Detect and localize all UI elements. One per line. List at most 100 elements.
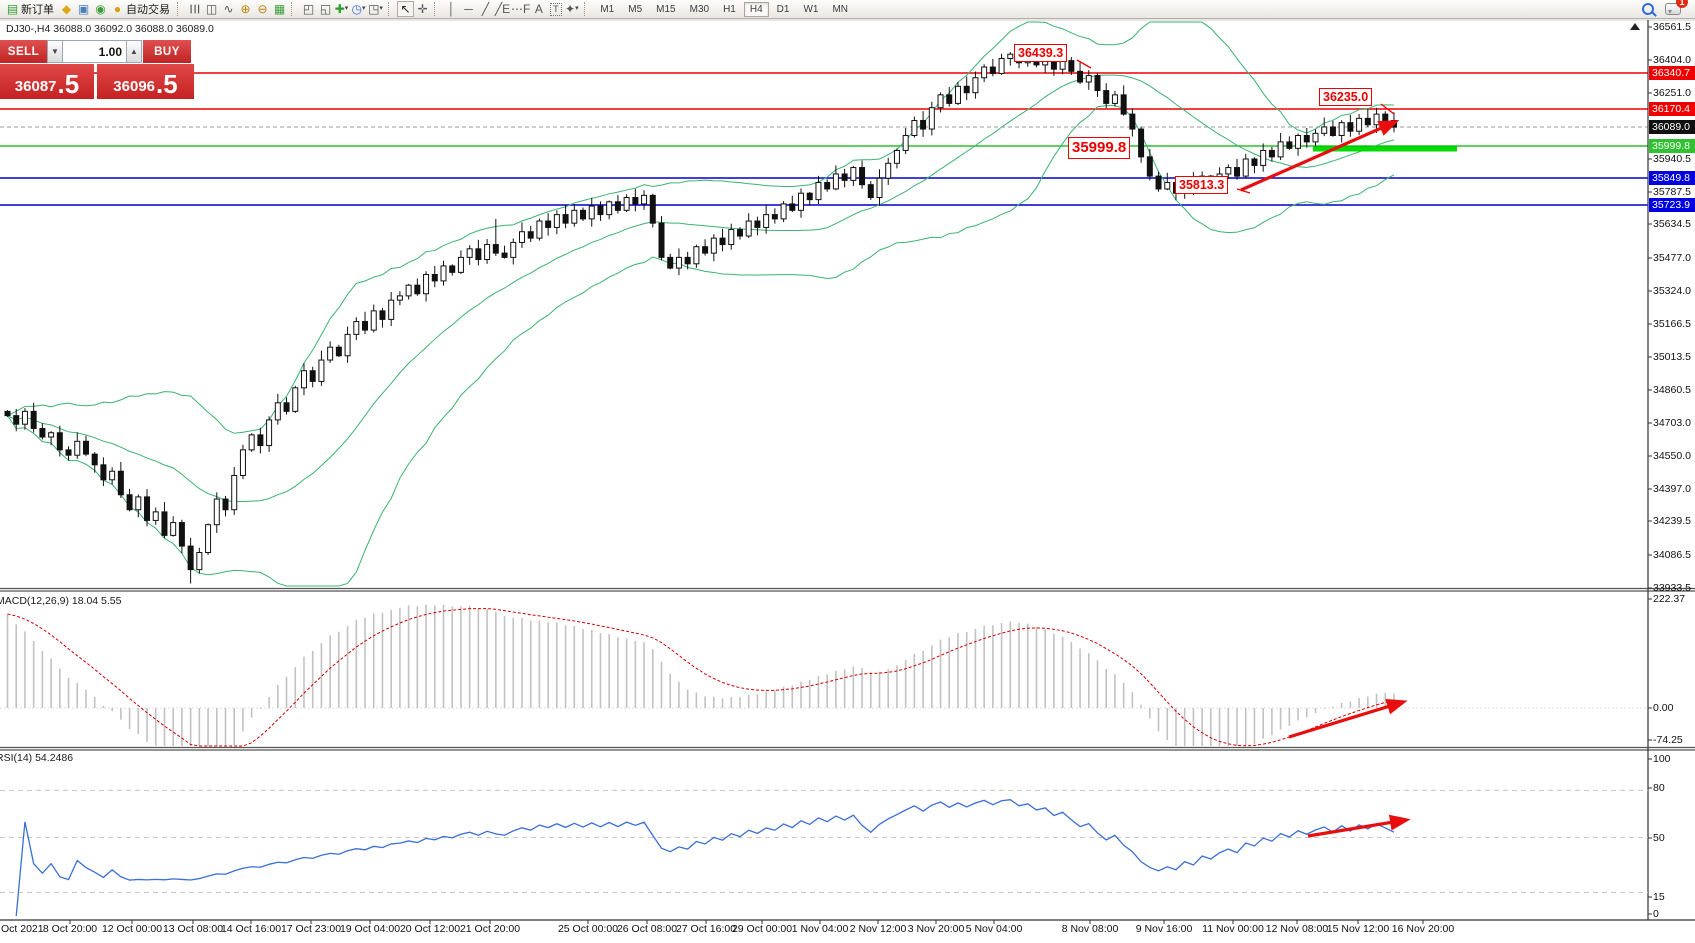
- horizontal-level-lines[interactable]: [0, 72, 1648, 206]
- time-tick: 20 Oct 12:00: [399, 923, 461, 935]
- chart-line-icon[interactable]: ∿: [223, 2, 234, 16]
- timeframe-button-m15[interactable]: M15: [656, 3, 676, 15]
- macd-histogram: [6, 604, 1395, 746]
- price-callout-label[interactable]: 35999.8: [1068, 137, 1131, 159]
- trend-arrows[interactable]: [1076, 59, 1411, 838]
- price-tick: 36251.0: [1653, 87, 1691, 99]
- time-tick: 8 Nov 08:00: [1061, 923, 1119, 935]
- crosshair-icon[interactable]: ✛: [417, 2, 428, 16]
- volume-decrease-button[interactable]: ▼: [47, 40, 63, 63]
- price-level-badge: 35849.8: [1649, 171, 1695, 185]
- signals-icon[interactable]: ◉: [95, 2, 106, 16]
- new-order-icon[interactable]: ▤: [6, 2, 19, 16]
- buy-price[interactable]: 36096 .5: [97, 64, 194, 99]
- indicator-window-icon[interactable]: ◰: [302, 2, 315, 16]
- cursor-icon[interactable]: ↖: [397, 1, 414, 17]
- period-clock-icon[interactable]: ◷ ▾: [351, 2, 366, 16]
- new-order-label[interactable]: 新订单: [21, 4, 54, 16]
- trendline-icon[interactable]: ╱: [481, 2, 490, 16]
- toolbar-separator[interactable]: [291, 2, 297, 16]
- autotrading-icon[interactable]: ●: [113, 2, 122, 16]
- time-tick: 12 Oct 00:00: [101, 923, 163, 935]
- toolbar-separator[interactable]: [388, 2, 394, 16]
- chart-bars-icon[interactable]: ☰: [187, 3, 202, 15]
- horizontal-line-icon[interactable]: ─: [464, 2, 473, 16]
- time-tick: 14 Oct 16:00: [220, 923, 282, 935]
- timeframe-button-d1[interactable]: D1: [776, 3, 790, 15]
- buy-price-pip: .5: [156, 69, 178, 99]
- objects-window-icon[interactable]: ◱: [319, 2, 332, 16]
- zoom-out-icon[interactable]: ⊖: [257, 2, 268, 16]
- indicator-scale-tick: -74.25: [1653, 734, 1683, 746]
- indicator-scale-tick: 100: [1653, 753, 1671, 765]
- price-callout-label[interactable]: 36235.0: [1319, 88, 1373, 107]
- price-level-badge: 36170.4: [1649, 102, 1695, 116]
- price-tick: 34086.5: [1653, 549, 1691, 561]
- terminal-icon[interactable]: ▣: [77, 2, 90, 16]
- chart-candles-icon[interactable]: ◫: [205, 2, 218, 16]
- price-callout-label[interactable]: 35813.3: [1175, 176, 1229, 195]
- toolbar-separator[interactable]: [177, 2, 183, 16]
- main-toolbar: ▤ 新订单 ◆ ▣ ◉ ● 自动交易 ☰ ◫ ∿ ⊕ ⊖ ▦ ◰ ◱ ✚ ▾ ◷ ▾ ◳ ▾ ↖ ✛ │ ─ ╱ ╱E ⋯F A T ✦ ▾ …: [0, 0, 1695, 19]
- template-icon[interactable]: ◳ ▾: [368, 2, 383, 16]
- vertical-line-icon[interactable]: │: [447, 2, 456, 16]
- panel-separators-and-axes[interactable]: [0, 19, 1695, 924]
- price-tick: 34550.0: [1653, 450, 1691, 462]
- timeframe-button-mn[interactable]: MN: [832, 3, 849, 15]
- toolbar-separator[interactable]: [434, 2, 440, 16]
- rsi-line: [15, 799, 1395, 917]
- volume-input[interactable]: 1.00: [63, 40, 126, 63]
- indicator-scale-tick: 0.00: [1653, 702, 1674, 714]
- indicator-scale-tick: 0: [1653, 908, 1659, 920]
- one-click-trading-widget: SELL ▼ 1.00 ▲ BUY 36087 .5 36096 .5: [0, 40, 195, 99]
- price-callout-label[interactable]: 36439.3: [1014, 44, 1068, 63]
- zoom-in-icon[interactable]: ⊕: [240, 2, 251, 16]
- volume-increase-button[interactable]: ▲: [126, 40, 142, 63]
- timeframe-button-w1[interactable]: W1: [803, 3, 819, 15]
- time-tick: 27 Oct 16:00: [675, 923, 737, 935]
- time-tick: 1 Nov 04:00: [791, 923, 849, 935]
- indicator-scale-tick: 50: [1653, 832, 1665, 844]
- time-tick: 9 Nov 16:00: [1135, 923, 1193, 935]
- indicator-scale-tick: 15: [1653, 891, 1665, 903]
- fibonacci-icon[interactable]: ⋯F: [511, 2, 531, 16]
- price-tick: 35477.0: [1653, 252, 1691, 264]
- macd-indicator-label: MACD(12,26,9) 18.04 5.55: [0, 595, 122, 607]
- chat-icon[interactable]: 1: [1664, 0, 1688, 17]
- time-tick: 21 Oct 20:00: [459, 923, 521, 935]
- timeframe-button-m30[interactable]: M30: [689, 3, 710, 15]
- timeframe-button-h4[interactable]: H4: [743, 1, 769, 17]
- sell-button[interactable]: SELL: [0, 40, 47, 63]
- timeframe-button-h1[interactable]: H1: [723, 3, 736, 15]
- timeframe-button-m5[interactable]: M5: [628, 3, 643, 15]
- macd-signal-line: [7, 608, 1395, 747]
- chart-title: DJ30-,H4 36088.0 36092.0 36088.0 36089.0: [6, 23, 214, 35]
- time-tick: 13 Oct 08:00: [162, 923, 224, 935]
- charts-icon[interactable]: ◆: [61, 2, 72, 16]
- timeframe-button-m1[interactable]: M1: [600, 3, 615, 15]
- shapes-icon[interactable]: ✦ ▾: [565, 2, 579, 16]
- price-tick: 35324.0: [1653, 285, 1691, 297]
- channel-icon[interactable]: ╱E: [494, 2, 511, 16]
- text-label-icon[interactable]: T: [547, 1, 564, 17]
- text-icon[interactable]: A: [534, 2, 543, 16]
- search-icon[interactable]: [1639, 1, 1656, 17]
- sell-price[interactable]: 36087 .5: [0, 64, 94, 99]
- tile-windows-icon[interactable]: ▦: [273, 2, 286, 16]
- autotrading-label[interactable]: 自动交易: [126, 4, 170, 16]
- time-tick: 29 Oct 00:00: [731, 923, 793, 935]
- autoscroll-marker-icon[interactable]: [1630, 23, 1640, 30]
- buy-button[interactable]: BUY: [143, 40, 191, 63]
- buy-price-main: 36096: [113, 78, 156, 95]
- time-tick: 3 Nov 20:00: [907, 923, 965, 935]
- notification-badge[interactable]: 1: [1676, 0, 1688, 8]
- price-tick: 34239.5: [1653, 515, 1691, 527]
- candles: [4, 47, 1397, 584]
- time-tick: 8 Oct 20:00: [42, 923, 98, 935]
- rsi-indicator-label: RSI(14) 54.2486: [0, 752, 74, 764]
- price-tick: 35940.5: [1653, 153, 1691, 165]
- add-chart-icon[interactable]: ✚ ▾: [334, 2, 349, 16]
- time-tick: 5 Nov 04:00: [965, 923, 1023, 935]
- toolbar-separator[interactable]: [584, 2, 590, 16]
